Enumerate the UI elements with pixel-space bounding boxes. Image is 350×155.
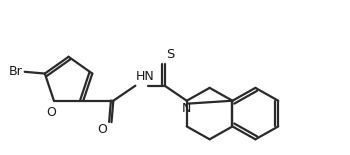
Text: HN: HN: [135, 70, 154, 83]
Text: N: N: [182, 102, 191, 115]
Text: O: O: [46, 106, 56, 119]
Text: O: O: [97, 123, 107, 136]
Text: Br: Br: [9, 65, 23, 78]
Text: S: S: [167, 48, 175, 61]
